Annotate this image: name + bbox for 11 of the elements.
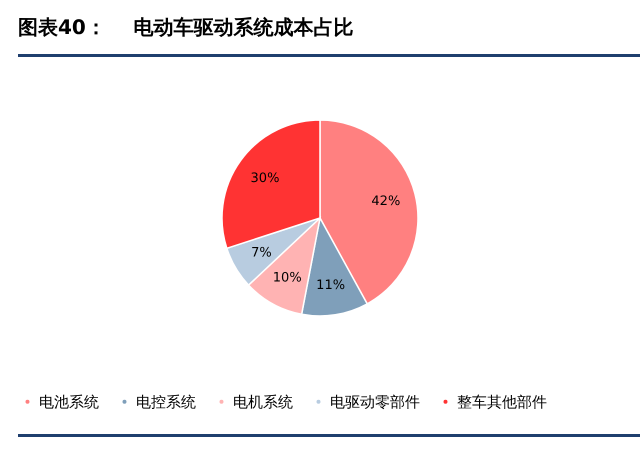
legend-label: 电驱动零部件 (330, 392, 420, 411)
legend-label: 电池系统 (39, 392, 99, 411)
legend-label: 电机系统 (233, 392, 293, 411)
chart-title: 图表40： 电动车驱动系统成本占比 (18, 14, 640, 57)
legend-label: 整车其他部件 (457, 392, 547, 411)
data-label: 7% (251, 246, 272, 261)
legend-label: 电控系统 (136, 392, 196, 411)
data-label: 42% (371, 194, 400, 210)
data-label: 11% (316, 278, 346, 294)
data-label: 30% (250, 171, 280, 186)
data-label: 10% (272, 270, 302, 286)
